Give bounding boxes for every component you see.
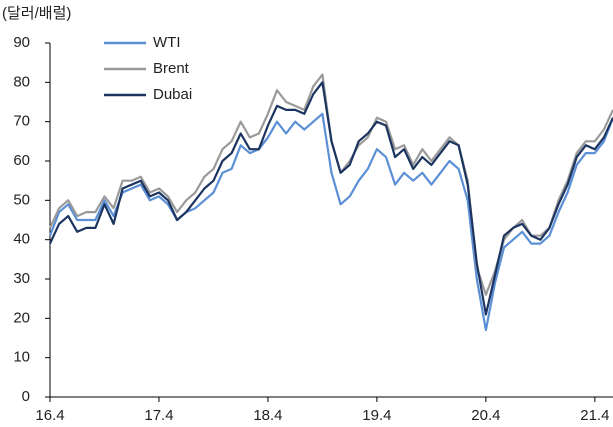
legend-label: Brent xyxy=(153,60,190,77)
y-tick-label: 90 xyxy=(13,34,30,51)
x-tick-label: 20.4 xyxy=(471,407,500,424)
y-tick-label: 10 xyxy=(13,349,30,366)
y-tick-label: 0 xyxy=(22,388,30,405)
legend-label: WTI xyxy=(153,34,181,51)
legend-label: Dubai xyxy=(153,86,192,103)
x-tick-label: 19.4 xyxy=(362,407,391,424)
line-series xyxy=(48,112,613,332)
line-series xyxy=(49,81,613,316)
x-tick-label: 21.4 xyxy=(580,407,609,424)
y-tick-label: 70 xyxy=(13,113,30,130)
y-tick-label: 60 xyxy=(13,152,30,169)
x-tick-label: 16.4 xyxy=(35,407,64,424)
x-tick-label: 18.4 xyxy=(253,407,282,424)
y-tick-label: 80 xyxy=(13,73,30,90)
x-tick-label: 17.4 xyxy=(144,407,173,424)
y-tick-label: 50 xyxy=(13,191,30,208)
y-tick-label: 20 xyxy=(13,309,30,326)
y-axis-label: (달러/배럴) xyxy=(2,5,71,22)
y-tick-label: 40 xyxy=(13,231,30,248)
y-tick-label: 30 xyxy=(13,270,30,287)
